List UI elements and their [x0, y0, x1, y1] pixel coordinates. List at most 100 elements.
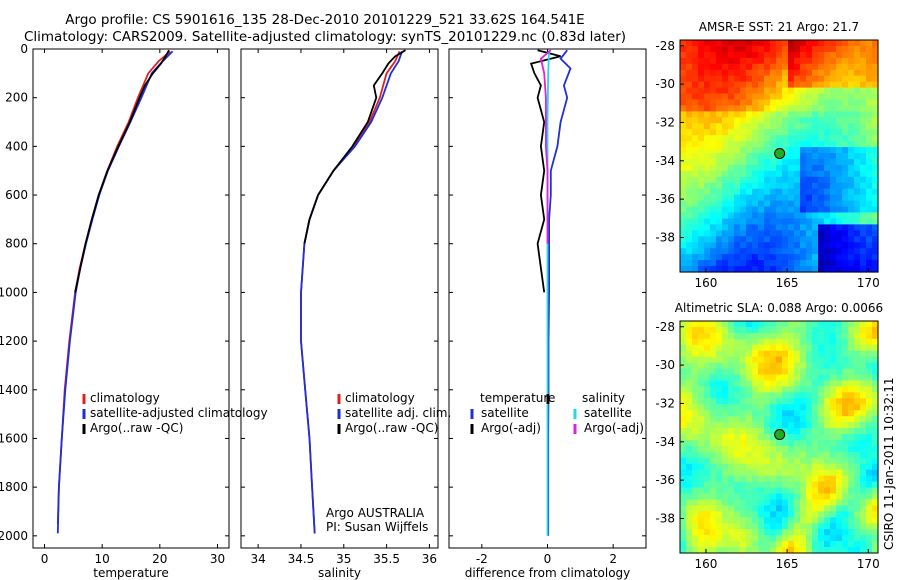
sla_map-cell: [734, 523, 741, 530]
sla_map-cell: [848, 505, 855, 512]
sst_map-cell: [872, 230, 879, 237]
sla_map-cell: [728, 404, 735, 411]
sst_map-cell: [770, 200, 777, 208]
sla_map-cell: [734, 481, 741, 489]
sla_map-cell: [764, 398, 771, 405]
sla_map-cell: [770, 434, 777, 441]
sla_map-cell: [698, 469, 705, 477]
sst_map-cell: [812, 141, 819, 148]
sst_map-cell: [746, 242, 753, 249]
sst_map-cell: [824, 206, 831, 214]
sst_map-cell: [824, 99, 831, 107]
sla_map-cell: [758, 428, 765, 435]
sst_map-cell: [770, 224, 777, 231]
sla_map-cell: [860, 487, 867, 495]
sst_map-cell: [830, 218, 837, 226]
sst_map-cell: [704, 135, 711, 142]
sst_map-cell: [866, 206, 873, 214]
sla_map-cell: [740, 505, 747, 512]
sla_map-cell: [866, 428, 873, 435]
sst_map-cell: [866, 123, 873, 130]
sst_map-cell: [764, 93, 771, 101]
sla_map-cell: [734, 404, 741, 411]
sst_map-cell: [734, 260, 741, 267]
sst_map-cell: [794, 111, 801, 118]
sla_map-cell: [806, 529, 813, 536]
sla_map-cell: [806, 493, 813, 501]
sst_map-cell: [722, 218, 729, 226]
sst_map-cell: [752, 63, 759, 71]
sla_map-cell: [788, 404, 795, 411]
sla_map-cell: [842, 499, 849, 507]
sla_map-cell: [776, 404, 783, 411]
sst_map-cell: [800, 57, 807, 65]
sst_map-cell: [740, 242, 747, 249]
sla_map-cell: [710, 321, 717, 328]
sst_map-cell: [824, 147, 831, 154]
sla_map-cell: [824, 404, 831, 411]
sst_map-cell: [836, 129, 843, 136]
sst_map-cell: [710, 266, 717, 273]
sla_map-cell: [788, 398, 795, 405]
sla_map-cell: [746, 445, 753, 453]
sla_map-cell: [830, 350, 837, 358]
sst_map-cell: [752, 111, 759, 118]
sst_map-cell: [806, 153, 813, 160]
sla_map-cell: [692, 410, 699, 417]
sst_map-cell: [836, 105, 843, 112]
sla_map-cell: [686, 422, 693, 429]
sla_map-cell: [734, 386, 741, 393]
sst_map-cell: [866, 147, 873, 154]
sla_map-cell: [824, 469, 831, 477]
sla_map-cell: [758, 326, 765, 334]
sla_map-cell: [866, 439, 873, 447]
sst_map-cell: [728, 51, 735, 59]
sla_map-cell: [764, 386, 771, 393]
sst_map-cell: [854, 111, 861, 118]
sla_map-cell: [854, 326, 861, 334]
sst_map-cell: [788, 164, 795, 172]
sla_map-cell: [806, 457, 813, 465]
sst_map-cell: [752, 218, 759, 226]
sla_map-cell: [782, 523, 789, 530]
sst_map-cell: [848, 105, 855, 112]
sst_map-cell: [764, 254, 771, 261]
sla_map-cell: [758, 469, 765, 477]
sla_map-cell: [860, 332, 867, 340]
sst_map-cell: [698, 194, 705, 202]
sst_map-cell: [830, 182, 837, 190]
sst_map-cell: [782, 69, 789, 77]
sla_map-cell: [860, 434, 867, 441]
depth-tick-label: 600: [5, 188, 28, 202]
sst_map-cell: [692, 117, 699, 124]
sla_map-cell: [830, 416, 837, 423]
sla_map-cell: [860, 547, 867, 554]
sla_map-cell: [854, 445, 861, 453]
sst_map-cell: [854, 182, 861, 190]
sla_map-cell: [686, 410, 693, 417]
sla_map-cell: [746, 439, 753, 447]
sst_map-cell: [704, 129, 711, 136]
sst_map-cell: [734, 111, 741, 118]
sla_map-cell: [830, 344, 837, 352]
sla_map-cell: [698, 386, 705, 393]
sla_map-cell: [860, 511, 867, 518]
sla_map-cell: [710, 511, 717, 518]
sst_map-cell: [842, 194, 849, 202]
sst_map-cell: [728, 117, 735, 124]
depth-tick-label: 800: [5, 237, 28, 251]
sst_map-cell: [692, 135, 699, 142]
sla_map-cell: [848, 374, 855, 382]
sla_map-cell: [710, 493, 717, 501]
sst_map-cell: [872, 248, 879, 255]
sla_map-cell: [680, 422, 687, 429]
sla_map-cell: [704, 505, 711, 512]
sst_map-cell: [854, 266, 861, 273]
sst_map-cell: [770, 266, 777, 273]
sst_map-cell: [794, 153, 801, 160]
sla_map-cell: [812, 356, 819, 364]
sst_map-cell: [728, 242, 735, 249]
sla_map-cell: [710, 338, 717, 346]
sst_map-cell: [830, 242, 837, 249]
sst_map-cell: [716, 57, 723, 65]
